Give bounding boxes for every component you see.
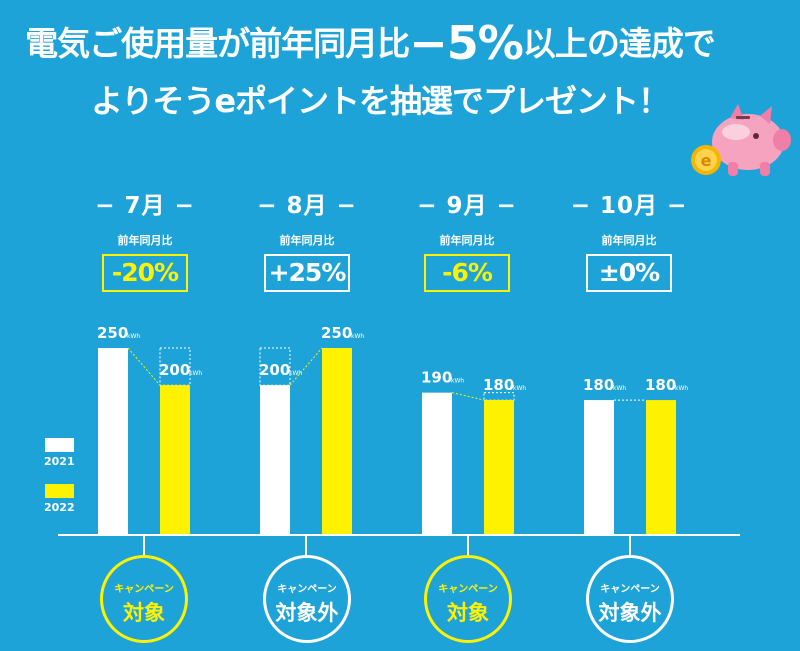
month-title: − 9月 − [417, 193, 517, 219]
bar-value-label: 250 [321, 324, 352, 342]
badge-status: 対象 [447, 601, 489, 625]
bar-value-label: 200 [159, 361, 190, 379]
badge-status: 対象 [123, 601, 165, 625]
bar-value-label: 180 [645, 376, 676, 394]
month-title: − 7月 − [95, 193, 195, 219]
campaign-badge-8: キャンペーン 対象外 [263, 555, 351, 643]
headline-line1-a: 電気ご使用量が前年同月比 [25, 24, 410, 63]
yoy-label: 前年同月比 [279, 234, 335, 247]
legend-swatch-2022 [45, 484, 74, 498]
yoy-label: 前年同月比 [439, 234, 495, 247]
headline-line1-c: 以上の達成で [522, 24, 716, 63]
bar-2022-9 [484, 400, 514, 534]
badge-status: 対象外 [598, 601, 662, 625]
bar-2022-10 [646, 400, 676, 534]
badge-campaign-label: キャンペーン [277, 584, 337, 595]
bar-2021-10 [584, 400, 614, 534]
badge-campaign-label: キャンペーン [438, 584, 498, 595]
diff-arrow [451, 392, 485, 401]
bar-value-label: 180 [483, 376, 514, 394]
legend: 2021 2022 [42, 438, 75, 530]
headline-line1: 電気ご使用量が前年同月比−5%以上の達成で [0, 16, 740, 70]
campaign-badge-10: キャンペーン 対象外 [586, 555, 674, 643]
month-title: − 10月 − [570, 193, 688, 219]
bar-2021-7 [98, 348, 128, 534]
bar-2022-8 [322, 348, 352, 534]
bar-value-label: 250 [97, 324, 128, 342]
month-title: − 8月 − [257, 193, 357, 219]
bar-2022-7 [160, 385, 190, 534]
diff-outline [159, 347, 191, 386]
month-column-10: − 10月 − 前年同月比 ±0% [569, 186, 689, 292]
diff-outline [259, 347, 291, 386]
campaign-badge-9: キャンペーン 対象 [424, 555, 512, 643]
badge-status: 対象外 [275, 601, 339, 625]
campaign-badge-7: キャンペーン 対象 [100, 555, 188, 643]
bar-2021-8 [260, 385, 290, 534]
bar-value-label: 190 [421, 369, 452, 387]
legend-swatch-2021 [45, 438, 74, 452]
bar-2021-9 [422, 392, 452, 534]
yoy-value-box: -6% [424, 254, 510, 292]
month-column-8: − 8月 − 前年同月比 +25% [247, 186, 367, 292]
bar-value-label: 200 [259, 361, 290, 379]
piggy-bank-icon: e [691, 104, 791, 176]
bar-value-unit: kWh [451, 378, 464, 385]
yoy-label: 前年同月比 [601, 234, 657, 247]
bar-value-unit: kWh [289, 370, 302, 377]
yoy-value-box: ±0% [586, 254, 672, 292]
bar-value-label: 180 [583, 376, 614, 394]
badge-campaign-label: キャンペーン [600, 584, 660, 595]
month-column-9: − 9月 − 前年同月比 -6% [407, 186, 527, 292]
diff-arrow [127, 347, 161, 386]
bar-value-unit: kWh [675, 385, 688, 392]
bar-value-unit: kWh [351, 333, 364, 340]
badge-campaign-label: キャンペーン [114, 584, 174, 595]
svg-text:e: e [701, 151, 712, 170]
bar-value-unit: kWh [127, 333, 140, 340]
bar-value-unit: kWh [189, 370, 202, 377]
headline-target-percent: −5% [409, 16, 524, 70]
bar-value-unit: kWh [613, 385, 626, 392]
headline-line2: よりそうeポイントを抽選でプレゼント！ [90, 82, 670, 120]
yoy-value-box: +25% [264, 254, 350, 292]
yoy-value-box: -20% [102, 254, 188, 292]
bar-value-unit: kWh [513, 385, 526, 392]
month-column-7: − 7月 − 前年同月比 -20% [85, 186, 205, 292]
yoy-label: 前年同月比 [117, 234, 173, 247]
diff-arrow [289, 347, 323, 386]
legend-label-2021: 2021 [44, 455, 75, 468]
legend-label-2022: 2022 [44, 501, 75, 514]
